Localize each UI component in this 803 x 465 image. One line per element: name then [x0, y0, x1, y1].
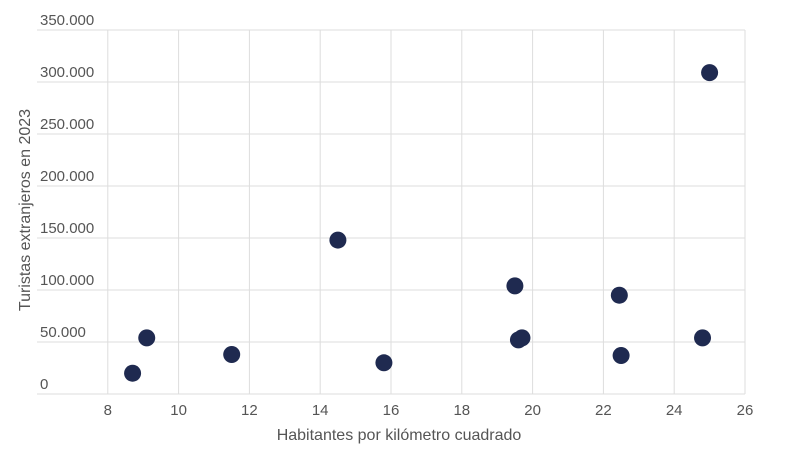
data-point [513, 329, 531, 347]
data-point [375, 354, 393, 372]
y-axis-title: Turistas extranjeros en 2023 [17, 109, 34, 311]
data-point [138, 329, 156, 347]
data-point [612, 347, 630, 365]
x-tick-label: 16 [383, 402, 400, 419]
data-point [694, 329, 712, 347]
x-tick-label: 12 [241, 402, 258, 419]
x-tick-label: 22 [595, 402, 612, 419]
x-axis-title: Habitantes por kilómetro cuadrado [277, 427, 522, 444]
y-tick-label: 0 [40, 376, 48, 393]
y-tick-label: 300.000 [40, 64, 94, 81]
y-tick-label: 100.000 [40, 272, 94, 289]
y-tick-label: 50.000 [40, 324, 86, 341]
grid [37, 29, 746, 395]
x-tick-label: 8 [104, 402, 112, 419]
x-tick-label: 10 [170, 402, 187, 419]
data-point [610, 286, 628, 304]
data-point [124, 364, 142, 382]
data-point [506, 277, 524, 295]
x-tick-label: 20 [524, 402, 541, 419]
data-points [124, 64, 719, 382]
x-tick-label: 18 [453, 402, 470, 419]
x-axis-ticks: 8 10 12 14 16 18 20 22 24 26 [104, 402, 754, 419]
data-point [701, 64, 719, 82]
y-tick-label: 250.000 [40, 116, 94, 133]
y-tick-label: 200.000 [40, 168, 94, 185]
x-tick-label: 26 [737, 402, 754, 419]
x-tick-label: 24 [666, 402, 683, 419]
data-point [223, 345, 241, 363]
data-point [329, 231, 347, 249]
y-tick-label: 150.000 [40, 220, 94, 237]
y-axis-ticks: 0 50.000 100.000 150.000 200.000 250.000 300.0… [40, 12, 94, 393]
y-tick-label: 350.000 [40, 12, 94, 29]
x-tick-label: 14 [312, 402, 329, 419]
